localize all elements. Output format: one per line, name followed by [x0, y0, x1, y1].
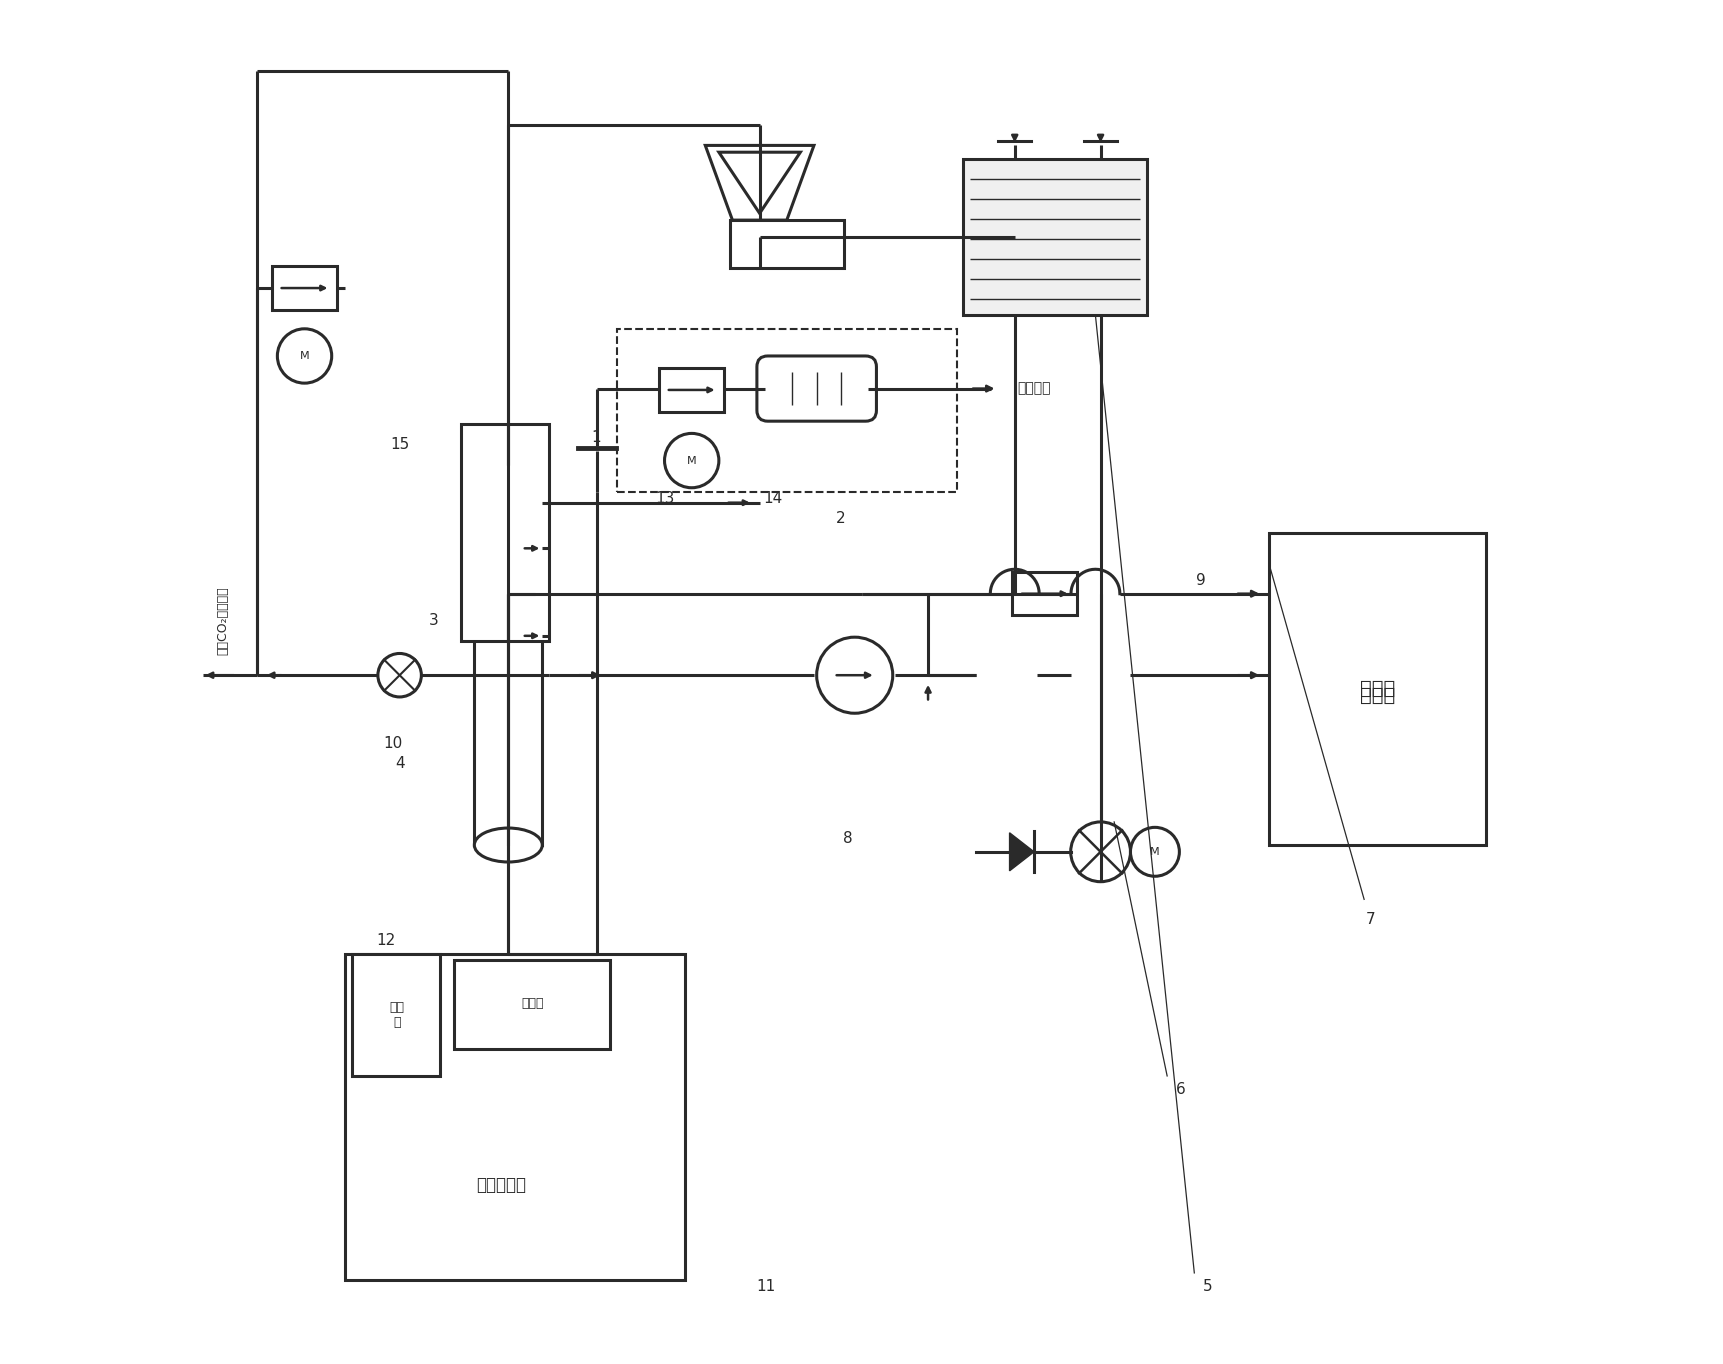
Text: 6: 6 [1175, 1082, 1185, 1097]
FancyBboxPatch shape [453, 960, 610, 1049]
Text: 排入大气: 排入大气 [1018, 382, 1051, 396]
Text: 3: 3 [429, 614, 438, 629]
Circle shape [1130, 828, 1179, 876]
Text: 8: 8 [843, 831, 853, 846]
Text: 12: 12 [376, 933, 396, 948]
Text: 1: 1 [591, 430, 601, 445]
Circle shape [817, 637, 893, 713]
Text: 15: 15 [389, 436, 410, 451]
Circle shape [1070, 822, 1130, 881]
FancyBboxPatch shape [351, 953, 441, 1076]
FancyBboxPatch shape [756, 356, 877, 421]
FancyBboxPatch shape [345, 953, 686, 1279]
Polygon shape [1010, 833, 1034, 870]
FancyBboxPatch shape [731, 220, 844, 267]
Text: 散热器: 散热器 [1359, 679, 1396, 698]
Text: 散热器: 散热器 [1359, 686, 1396, 705]
Text: 4: 4 [395, 756, 405, 771]
Text: 13: 13 [655, 491, 674, 506]
Text: M: M [300, 351, 310, 361]
Circle shape [665, 434, 718, 488]
Text: 7: 7 [1366, 913, 1375, 928]
Text: 排气管: 排气管 [522, 997, 544, 1011]
Text: 14: 14 [763, 491, 782, 506]
Text: M: M [687, 456, 696, 465]
Ellipse shape [474, 828, 543, 862]
FancyBboxPatch shape [660, 368, 724, 412]
FancyBboxPatch shape [474, 465, 543, 846]
FancyBboxPatch shape [1270, 532, 1487, 846]
Ellipse shape [474, 447, 543, 481]
Text: 10: 10 [383, 735, 403, 750]
Text: 11: 11 [756, 1279, 775, 1294]
Text: M: M [1151, 847, 1160, 857]
Text: 5: 5 [1203, 1279, 1213, 1294]
FancyBboxPatch shape [272, 266, 338, 310]
Text: 燃气发动机: 燃气发动机 [477, 1176, 527, 1194]
FancyBboxPatch shape [1013, 572, 1077, 615]
Circle shape [377, 653, 422, 697]
Text: 9: 9 [1196, 573, 1206, 588]
Text: 2: 2 [836, 512, 846, 527]
Text: 接入CO₂利用系统: 接入CO₂利用系统 [217, 587, 229, 655]
Circle shape [277, 329, 333, 383]
Text: 进气
管: 进气 管 [389, 1001, 405, 1028]
FancyBboxPatch shape [963, 160, 1148, 315]
FancyBboxPatch shape [460, 424, 550, 641]
